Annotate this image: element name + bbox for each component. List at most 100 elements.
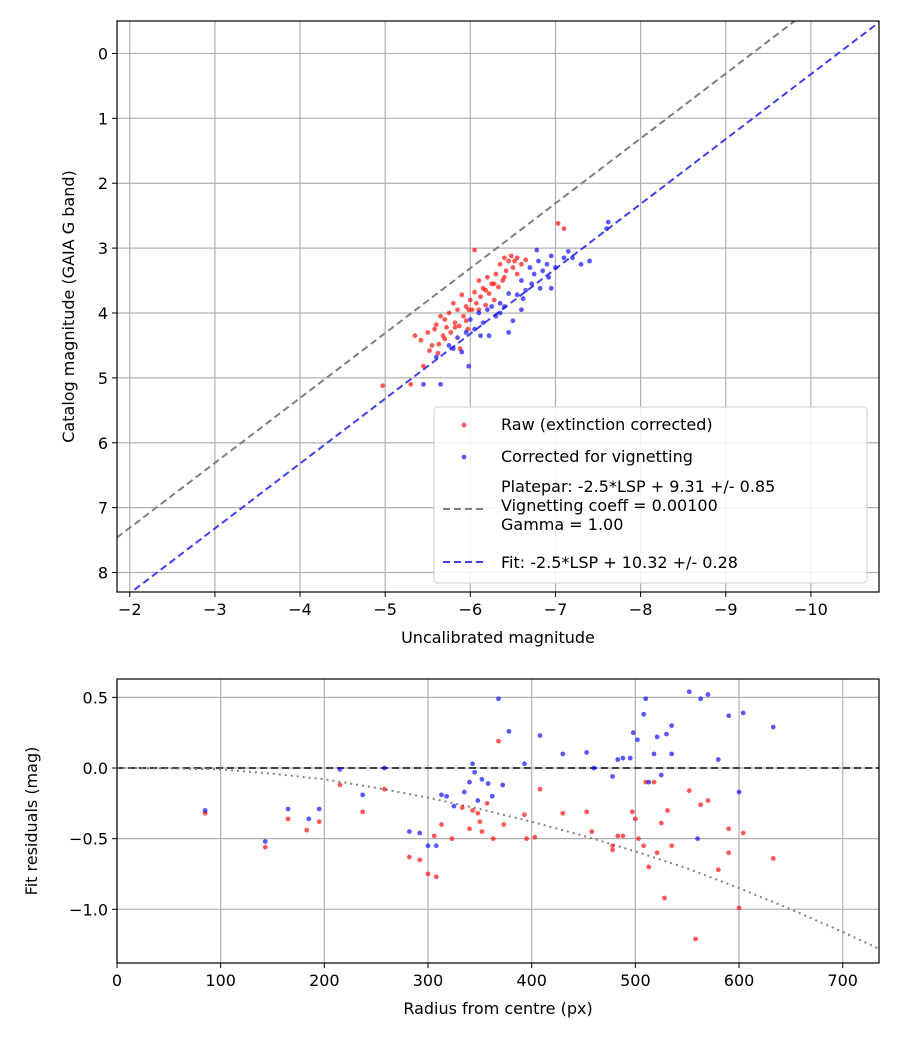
corrected-point: [421, 381, 426, 387]
corrected-point: [497, 310, 503, 316]
corrected-point: [669, 723, 675, 729]
raw-point: [629, 809, 635, 815]
raw-point: [444, 324, 449, 330]
raw-point: [439, 822, 444, 827]
y-tick-label: 6: [98, 434, 108, 453]
corrected-point: [506, 728, 512, 734]
raw-point: [726, 850, 732, 856]
raw-point: [610, 847, 615, 853]
corrected-point: [646, 779, 652, 785]
corrected-point: [382, 765, 387, 771]
corrected-point: [615, 757, 621, 762]
corrected-point: [500, 782, 506, 788]
corrected-point: [446, 343, 452, 348]
corrected-point: [698, 696, 704, 702]
x-tick-label: −3: [203, 600, 227, 619]
corrected-point: [529, 281, 535, 287]
raw-point: [408, 381, 414, 387]
raw-point: [493, 271, 499, 277]
raw-point: [449, 836, 455, 842]
x-tick-label: −5: [373, 600, 397, 619]
raw-point: [304, 827, 310, 833]
raw-point: [491, 297, 497, 303]
raw-point: [438, 313, 443, 319]
raw-point: [523, 257, 529, 263]
corrected-point: [651, 751, 657, 757]
corrected-point: [433, 843, 439, 849]
x-tick-label: 300: [413, 971, 444, 990]
raw-point: [452, 320, 458, 326]
raw-point: [662, 895, 667, 901]
raw-point: [473, 300, 479, 306]
corrected-point: [658, 772, 664, 778]
corrected-point: [584, 750, 590, 755]
x-tick-label: 400: [516, 971, 547, 990]
x-tick-label: 600: [724, 971, 755, 990]
y-tick-label: 0.0: [83, 759, 108, 778]
raw-point: [501, 274, 507, 280]
raw-point: [503, 268, 509, 274]
raw-point: [417, 857, 423, 863]
corrected-point: [472, 326, 477, 332]
raw-point: [425, 330, 431, 335]
corrected-point: [669, 751, 675, 757]
raw-point: [455, 307, 460, 313]
raw-point: [496, 284, 501, 290]
corrected-point: [591, 765, 597, 771]
raw-point: [436, 341, 442, 347]
raw-point: [421, 363, 426, 369]
raw-point: [429, 343, 435, 348]
corrected-point: [519, 307, 524, 313]
raw-point: [431, 833, 437, 839]
raw-point: [532, 834, 538, 840]
raw-point: [470, 808, 475, 813]
corrected-point: [463, 330, 469, 335]
corrected-point: [489, 793, 495, 799]
raw-point: [686, 788, 692, 794]
corrected-point: [561, 255, 567, 261]
legend: Raw (extinction corrected) Corrected for …: [433, 406, 868, 584]
corrected-point: [479, 776, 485, 782]
corrected-point: [641, 711, 647, 717]
corrected-point: [450, 346, 456, 352]
x-tick-label: −10: [794, 600, 828, 619]
raw-point: [467, 826, 472, 832]
y-tick-label: 3: [98, 239, 108, 258]
x-tick-label: 0: [112, 971, 122, 990]
corrected-point: [406, 829, 412, 834]
y-tick-label: 5: [98, 369, 108, 388]
plot-area: [117, 689, 879, 950]
raw-point: [285, 816, 291, 822]
corrected-point: [520, 296, 526, 302]
legend-label-fit: Fit: -2.5*LSP + 10.32 +/- 0.28: [501, 553, 738, 572]
raw-point: [435, 350, 441, 356]
corrected-point: [337, 767, 343, 772]
raw-point: [736, 905, 742, 911]
corrected-point: [587, 258, 592, 264]
corrected-point: [540, 268, 546, 274]
raw-point: [615, 833, 621, 839]
corrected-point: [523, 287, 529, 293]
raw-point: [472, 289, 477, 295]
corrected-point: [510, 318, 516, 324]
corrected-point: [565, 248, 571, 254]
y-tick-label: −0.5: [69, 830, 108, 849]
raw-point: [632, 816, 638, 822]
raw-point: [490, 836, 496, 842]
corrected-point: [485, 781, 491, 786]
y-axis-label: Fit residuals (mag): [22, 747, 41, 896]
corrected-point: [501, 304, 507, 309]
corrected-point: [519, 278, 524, 283]
raw-point: [466, 307, 472, 313]
raw-point: [472, 247, 477, 253]
raw-point: [636, 836, 641, 842]
raw-point: [486, 291, 492, 296]
raw-point: [658, 820, 664, 826]
y-axis-label: Catalog magnitude (GAIA G band): [59, 170, 78, 442]
raw-point: [467, 297, 473, 303]
raw-point: [484, 274, 490, 280]
corrected-point: [455, 335, 460, 341]
x-axis-label: Radius from centre (px): [403, 999, 592, 1018]
raw-point: [484, 800, 490, 806]
